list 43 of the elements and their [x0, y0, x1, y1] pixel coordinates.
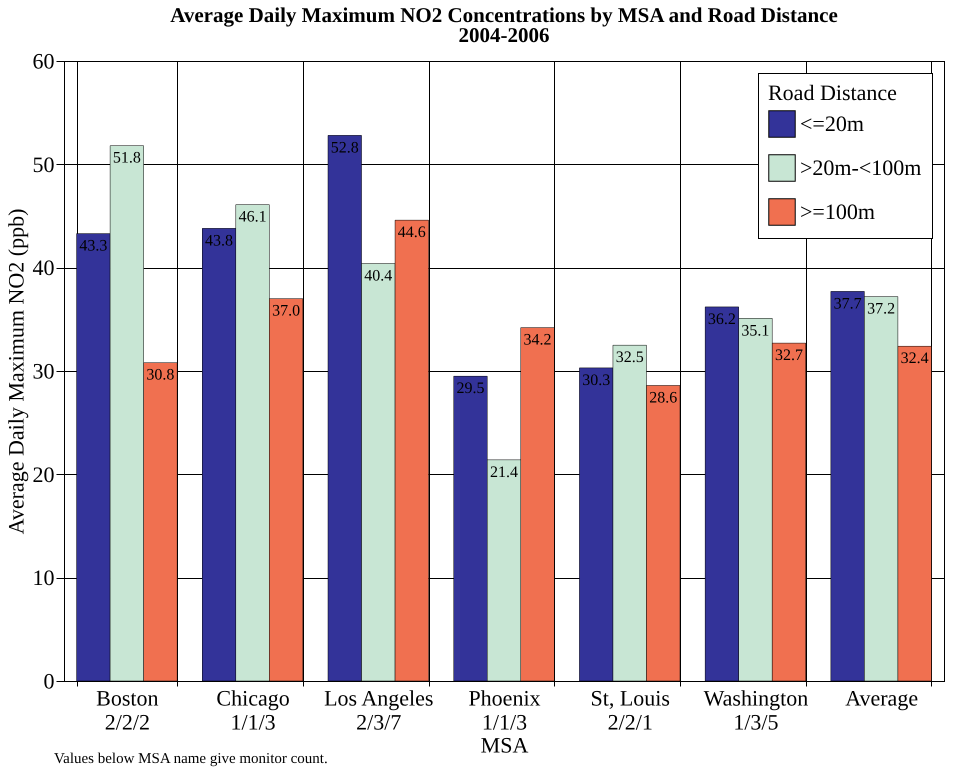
y-tick-label: 30: [32, 358, 54, 384]
chart-title: Average Daily Maximum NO2 Concentrations by MSA and Road Distance 2004-2006: [170, 3, 838, 47]
data-label: 52.8: [330, 139, 359, 156]
x-tick-label: Average: [845, 686, 918, 710]
x-axis-title: MSA: [480, 732, 528, 758]
legend-label: >=100m: [800, 199, 875, 224]
data-label: 43.3: [79, 238, 108, 255]
y-axis-title: Average Daily Maximum NO2 (ppb): [4, 208, 28, 534]
text: Values below MSA name give monitor count.: [54, 751, 328, 767]
x-tick-label: St, Louis 2/2/1: [590, 686, 670, 734]
data-label: 32.7: [774, 347, 803, 364]
x-tick-label: Boston 2/2/2: [96, 686, 159, 734]
data-label: 29.5: [456, 380, 484, 398]
y-tick-label: 20: [32, 462, 54, 487]
data-label: 37.2: [867, 300, 896, 318]
y-tick-label: 50: [32, 152, 54, 177]
data-label: 35.1: [741, 322, 770, 340]
data-label: 30.8: [146, 366, 174, 384]
y-tick-label: 40: [32, 255, 54, 280]
legend-label: >20m-<100m: [800, 155, 922, 180]
data-label: 37.0: [272, 302, 300, 320]
data-label: 32.5: [616, 349, 644, 366]
x-tick-label: Los Angeles 2/3/7: [324, 686, 434, 734]
y-tick-label: 10: [32, 565, 54, 590]
x-tick-label: Chicago 1/1/3: [216, 686, 290, 734]
data-label: 37.7: [834, 295, 862, 312]
data-label: 34.2: [524, 332, 552, 349]
x-tick-label: Washington 1/3/5: [704, 686, 808, 734]
x-tick-label: Phoenix 1/1/3: [468, 686, 541, 734]
data-label: 43.8: [205, 232, 234, 250]
data-label: 36.2: [708, 310, 736, 328]
data-label: 46.1: [238, 208, 267, 226]
data-label: 32.4: [900, 350, 929, 368]
legend-label: <=20m: [800, 111, 864, 136]
data-label: 51.8: [112, 150, 141, 167]
data-label: 21.4: [490, 464, 518, 481]
data-label: 30.3: [582, 372, 610, 389]
legend-title: Road Distance: [768, 80, 897, 105]
data-label: 44.6: [398, 224, 426, 242]
data-label: 28.6: [649, 389, 678, 406]
data-label: 40.4: [364, 268, 392, 285]
y-tick-label: 0: [44, 668, 54, 694]
y-tick-label: 60: [32, 48, 54, 74]
